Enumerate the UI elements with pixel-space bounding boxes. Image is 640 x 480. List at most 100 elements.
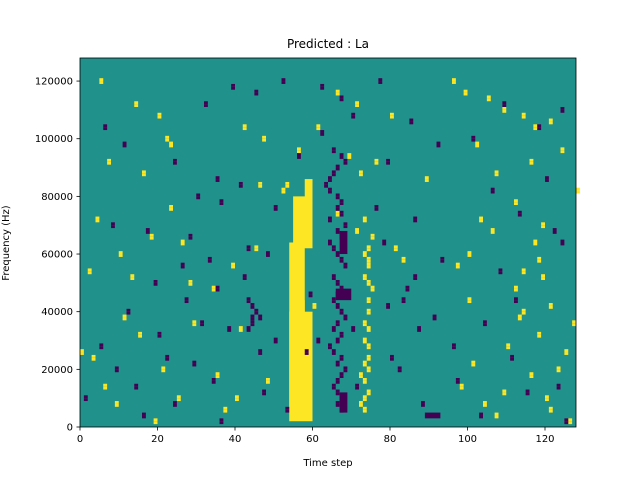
heatmap-cell-low [455, 377, 460, 381]
heatmap-cell-low [335, 196, 340, 200]
heatmap-cell-low [211, 380, 216, 384]
heatmap-cell-low [207, 259, 212, 263]
heatmap-cell-high [362, 363, 367, 367]
heatmap-cell-low [331, 147, 336, 151]
heatmap-cell-low [134, 383, 139, 387]
heatmap-cell-high [107, 158, 111, 162]
heatmap-cell-high [362, 219, 367, 223]
heatmap-cell-high [316, 127, 321, 131]
heatmap-cell-low [254, 89, 259, 93]
heatmap-cell-low [331, 352, 336, 355]
heatmap-cell-low [556, 383, 561, 387]
heatmap-cell-high [548, 406, 553, 410]
heatmap-cell-low [281, 78, 286, 82]
heatmap-cell-high [138, 331, 142, 335]
heatmap-cell-low [339, 395, 344, 399]
heatmap-cell-low [316, 340, 321, 344]
heatmap-cell-low [343, 222, 348, 226]
heatmap-cell-low [215, 285, 220, 289]
heatmap-cell-low [351, 326, 356, 329]
heatmap-cell-high [452, 78, 456, 82]
heatmap-cell-low [471, 138, 476, 142]
heatmap-cell-low [390, 354, 394, 358]
heatmap-cell-low [188, 233, 193, 237]
heatmap-cell-high [366, 366, 371, 370]
heatmap-cell-high [463, 92, 468, 96]
heatmap-cell-low [335, 282, 340, 286]
heatmap-cell-high [541, 225, 545, 229]
heatmap-cell-low [196, 196, 201, 200]
heatmap-cell-low [339, 202, 344, 206]
heatmap-cell-high [502, 107, 507, 110]
heatmap-cell-high [180, 239, 185, 243]
heatmap-cell-low [335, 193, 340, 197]
heatmap-cell-high [556, 366, 561, 370]
x-axis-title: Time step [302, 458, 352, 469]
heatmap-cell-high [114, 403, 119, 407]
heatmap-cell-high [366, 343, 371, 347]
heatmap-cell-high [362, 395, 367, 399]
heatmap-cell-high [521, 311, 526, 315]
heatmap-cell-low [331, 297, 336, 301]
heatmap-cell-low [517, 210, 522, 214]
heatmap-cell-high [169, 205, 173, 208]
heatmap-cell-low [335, 380, 340, 384]
heatmap-cell-high [355, 104, 359, 108]
heatmap-cell-high [366, 259, 371, 263]
heatmap-cell-low [215, 176, 220, 180]
heatmap-cell-low [378, 81, 383, 84]
heatmap-cell-high [568, 421, 573, 425]
heatmap-cell-high [366, 354, 371, 358]
heatmap-cell-low [246, 328, 251, 332]
heatmap-cell-low [335, 303, 340, 306]
heatmap-cell-low [165, 357, 170, 361]
heatmap-cell-high [188, 279, 193, 283]
heatmap-cell-high [537, 334, 542, 338]
heatmap-cell-low [134, 386, 139, 390]
heatmap-cell-high [297, 147, 301, 151]
heatmap-cell-high [560, 150, 565, 154]
heatmap-cell-high [545, 395, 549, 399]
heatmap-cell-low [351, 115, 356, 119]
heatmap-cell-low [339, 409, 344, 413]
heatmap-cell-low [122, 144, 127, 148]
heatmap-cell-high [118, 254, 123, 257]
heatmap-cell-low [343, 317, 348, 321]
heatmap-cell-high [347, 156, 352, 159]
heatmap-cell-high [467, 300, 472, 304]
heatmap-cell-high [401, 259, 406, 263]
heatmap-cell-high [362, 277, 367, 280]
heatmap-cell-low [339, 199, 344, 203]
heatmap-cell-low [374, 207, 379, 211]
heatmap-cell-low [560, 109, 565, 113]
heatmap-cell-high [517, 317, 522, 321]
heatmap-cell-low [386, 305, 390, 309]
heatmap-cell-high [479, 216, 483, 220]
heatmap-cell-high [231, 262, 235, 266]
heatmap-cell-low [335, 403, 340, 407]
heatmap-cell-low [219, 418, 224, 422]
heatmap-cell-high [362, 216, 367, 220]
chart-title: Predicted : La [287, 37, 369, 51]
heatmap-cell-high [521, 112, 526, 116]
heatmap-cell-high [161, 366, 166, 370]
heatmap-cell-low [339, 256, 344, 260]
heatmap-cell-high [308, 193, 313, 197]
heatmap-cell-low [262, 392, 266, 396]
heatmap-cell-low [328, 187, 332, 191]
heatmap-cell-low [517, 213, 522, 217]
heatmap-cell-low [180, 262, 185, 266]
heatmap-cell-high [347, 153, 352, 157]
heatmap-cell-high [572, 320, 576, 324]
heatmap-cell-high [479, 219, 483, 223]
heatmap-cell-low [335, 392, 340, 396]
heatmap-cell-high [463, 89, 468, 93]
heatmap-cell-low [320, 86, 325, 90]
heatmap-cell-high [529, 372, 534, 376]
heatmap-cell-high [545, 398, 549, 402]
heatmap-cell-low [328, 242, 332, 246]
heatmap-cell-high [529, 161, 534, 165]
heatmap-cell-low [355, 383, 359, 387]
heatmap-cell-high [517, 314, 522, 318]
heatmap-cell-low [331, 170, 336, 174]
